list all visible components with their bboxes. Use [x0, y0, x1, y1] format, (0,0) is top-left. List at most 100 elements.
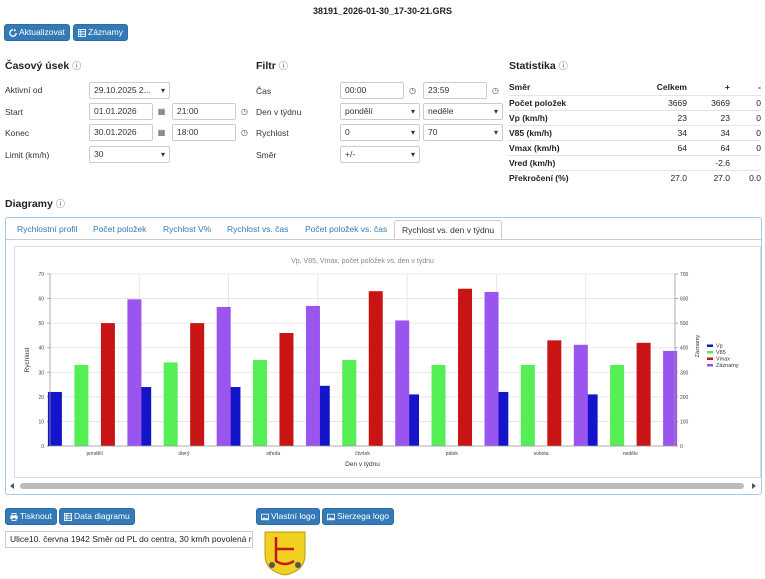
own-logo-button[interactable]: Vlastní logo: [256, 508, 321, 525]
refresh-button[interactable]: Aktualizovat: [4, 24, 70, 41]
clock-icon[interactable]: ◷: [492, 86, 499, 95]
chart-data-button[interactable]: Data diagramu: [59, 508, 135, 525]
limit-select[interactable]: 30: [89, 146, 170, 163]
tab-item-count[interactable]: Počet položek: [93, 224, 147, 234]
bar-záznamy: [573, 344, 588, 446]
x-tick-label: sobota: [534, 451, 549, 457]
weekday-from-select[interactable]: pondělí: [340, 103, 420, 120]
help-icon[interactable]: ⓘ: [55, 199, 65, 209]
table-icon: [64, 512, 72, 521]
bar-v85: [520, 364, 535, 446]
sierzega-logo-button[interactable]: Sierzega logo: [322, 508, 394, 525]
time-from-input[interactable]: 00:00: [340, 82, 404, 99]
table-icon: [78, 28, 86, 37]
table-cell: Počet položek: [509, 94, 619, 110]
help-icon[interactable]: ⓘ: [72, 61, 82, 71]
y-tick-label: 60: [38, 297, 44, 303]
tab-speed-percent[interactable]: Rychlost V%: [163, 224, 212, 234]
clock-icon[interactable]: ◷: [241, 107, 248, 116]
y-tick-label: 0: [41, 444, 44, 450]
bar-záznamy: [395, 320, 410, 446]
bar-záznamy: [305, 305, 320, 446]
time-to-input[interactable]: 23:59: [423, 82, 487, 99]
calendar-icon[interactable]: ▦: [157, 128, 166, 137]
chart-title: Vp, V85, Vmax, počet položek vs. den v t…: [291, 258, 434, 265]
table-cell: 0: [730, 124, 761, 140]
help-icon[interactable]: ⓘ: [558, 61, 568, 71]
calendar-icon[interactable]: ▦: [157, 107, 166, 116]
table-cell: 23: [687, 109, 730, 125]
weekday-filter-label: Den v týdnu: [256, 107, 302, 117]
tab-speed-vs-weekday[interactable]: Rychlost vs. den v týdnu: [394, 220, 503, 239]
start-time-input[interactable]: 21:00: [172, 103, 236, 120]
speed-from-select[interactable]: 0: [340, 124, 420, 141]
table-cell: 0: [730, 109, 761, 125]
table-row: V85 (km/h) 34 34 0: [509, 124, 761, 140]
clock-icon[interactable]: ◷: [409, 86, 416, 95]
table-row: Vp (km/h) 23 23 0: [509, 109, 761, 125]
image-icon: [327, 513, 335, 520]
x-tick-label: úterý: [178, 451, 190, 457]
table-header-cell: Celkem: [656, 82, 687, 93]
horizontal-scrollbar[interactable]: [8, 481, 758, 491]
end-label: Konec: [5, 128, 30, 138]
location-note-input[interactable]: Ulice10. června 1942 Směr od PL do centr…: [5, 531, 253, 548]
end-time-input[interactable]: 18:00: [172, 124, 236, 141]
table-cell: 0: [730, 139, 761, 155]
bar-v85: [610, 364, 625, 446]
y2-tick-label: 700: [680, 272, 689, 278]
bar-záznamy: [127, 299, 142, 446]
print-button[interactable]: Tisknout: [5, 508, 57, 525]
end-date-input[interactable]: 30.01.2026: [89, 124, 153, 141]
x-tick-label: pátek: [446, 451, 459, 457]
y-tick-label: 40: [38, 346, 44, 352]
table-cell: 0.0: [730, 169, 761, 185]
bar-záznamy: [484, 291, 499, 446]
table-row: Vmax (km/h) 64 64 0: [509, 139, 761, 155]
image-icon: [261, 513, 269, 520]
active-from-label: Aktivní od: [5, 85, 43, 95]
legend-label: V85: [716, 350, 726, 356]
clock-icon[interactable]: ◷: [241, 128, 248, 137]
legend-label: Vp: [716, 344, 723, 350]
bar-vmax: [547, 340, 562, 446]
bar-v85: [74, 364, 89, 446]
start-label: Start: [5, 107, 23, 117]
x-tick-label: neděle: [623, 451, 638, 457]
bar-vmax: [100, 323, 115, 446]
y2-axis-label: Záznamy: [695, 334, 701, 357]
y2-tick-label: 400: [680, 346, 689, 352]
tab-divider: [6, 239, 761, 240]
tab-speed-profile[interactable]: Rychlostní profil: [17, 224, 78, 234]
speed-to-select[interactable]: 70: [423, 124, 503, 141]
table-cell: Vp (km/h): [509, 109, 619, 125]
bar-v85: [342, 360, 357, 446]
scroll-left-icon: [10, 483, 14, 489]
scrollbar-thumb: [20, 483, 744, 489]
table-cell: 3669: [619, 94, 687, 110]
y-tick-label: 10: [38, 419, 44, 425]
start-date-input[interactable]: 01.01.2026: [89, 103, 153, 120]
direction-select[interactable]: +/-: [340, 146, 420, 163]
table-header-cell: +: [725, 82, 730, 93]
bar-vmax: [190, 323, 205, 446]
tab-count-vs-time[interactable]: Počet položek vs. čas: [305, 224, 388, 234]
table-cell: Vmax (km/h): [509, 139, 619, 155]
bar-v85: [431, 364, 446, 446]
table-cell: 27.0: [687, 169, 730, 185]
bar-vp: [47, 391, 62, 446]
bar-záznamy: [663, 350, 678, 446]
weekday-to-select[interactable]: neděle: [423, 103, 503, 120]
x-tick-label: středa: [266, 451, 280, 457]
help-icon[interactable]: ⓘ: [278, 61, 288, 71]
tab-speed-vs-time[interactable]: Rychlost vs. čas: [227, 224, 289, 234]
legend-swatch: [707, 351, 713, 354]
weekday-speed-chart: Vp, V85, Vmax, počet položek vs. den v t…: [24, 258, 739, 468]
coat-of-arms-logo: [264, 531, 306, 576]
active-from-select[interactable]: 29.10.2025 2...: [89, 82, 170, 99]
table-cell: 64: [687, 139, 730, 155]
bar-vmax: [279, 332, 294, 446]
bar-záznamy: [216, 306, 231, 446]
records-button[interactable]: Záznamy: [73, 24, 128, 41]
table-header-cell: -: [758, 82, 761, 93]
